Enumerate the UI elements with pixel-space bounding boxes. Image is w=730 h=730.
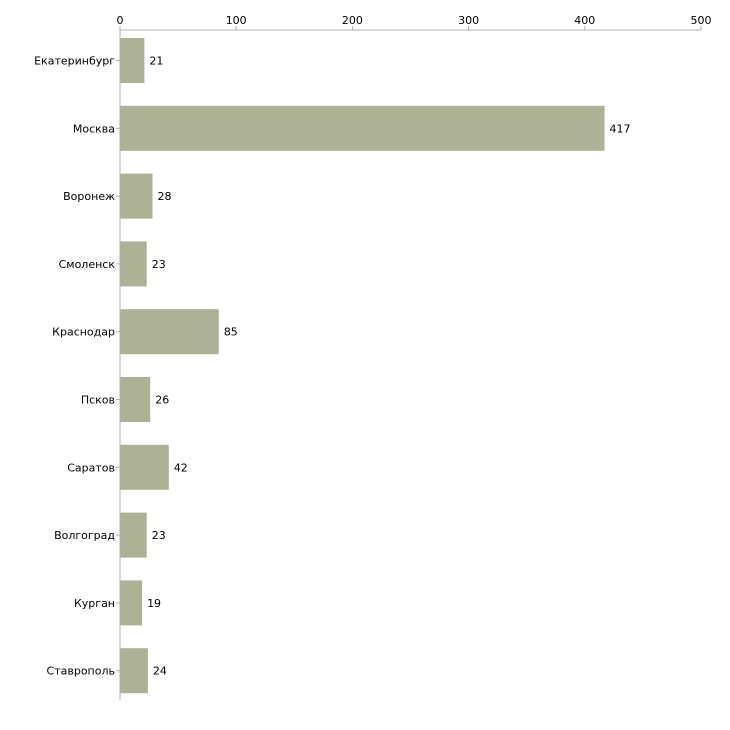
bar [120,580,143,626]
x-tick-label: 200 [342,14,363,27]
data-label: 21 [149,55,163,68]
x-tick-label: 300 [458,14,479,27]
labels: Екатеринбург 21 Москва 417 Воронеж 28 Смоленск… [34,55,630,678]
bars [120,38,605,694]
bar [120,648,148,694]
x-tick-label: 500 [691,14,712,27]
data-label: 19 [147,597,161,610]
category-label: Екатеринбург [34,55,115,68]
bar [120,377,151,422]
category-label: Ставрополь [47,665,115,678]
bar [120,241,147,287]
bar [120,173,153,219]
category-label: Псков [81,394,115,407]
category-label: Воронеж [63,190,115,203]
category-label: Волгоград [54,529,115,542]
axes [116,29,701,700]
data-label: 26 [155,394,169,407]
category-label: Курган [74,597,115,610]
x-tick-label: 0 [117,14,124,27]
category-label: Саратов [67,461,115,474]
category-label: Краснодар [52,326,115,339]
bar [120,105,605,151]
data-label: 85 [224,326,238,339]
data-label: 28 [158,190,172,203]
x-tick-label: 400 [574,14,595,27]
data-label: 417 [610,122,631,135]
data-label: 24 [153,665,167,678]
bar [120,512,147,558]
data-label: 23 [152,258,166,271]
bar [120,38,145,83]
data-label: 23 [152,529,166,542]
x-axis: 0 100 200 300 400 500 [117,14,712,30]
bar [120,444,169,490]
data-label: 42 [174,461,188,474]
category-label: Смоленск [59,258,116,271]
category-label: Москва [73,122,115,135]
x-tick-label: 100 [226,14,247,27]
bar [120,309,219,355]
